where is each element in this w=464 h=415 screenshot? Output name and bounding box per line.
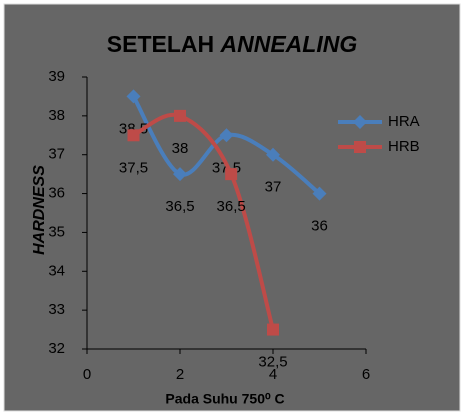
point: [225, 168, 238, 181]
title-part: ANNEALING: [220, 31, 358, 57]
legend-marker: [354, 141, 366, 153]
y-tick-label: 33: [48, 301, 65, 318]
data-label: 38,5: [119, 120, 148, 137]
y-tick-label: 35: [48, 223, 65, 240]
point: [127, 129, 140, 142]
data-label: 36,5: [165, 198, 194, 215]
y-tick-label: 38: [48, 107, 65, 124]
x-tick-label: 0: [83, 366, 91, 383]
x-tick-label: 4: [269, 366, 277, 383]
data-label: 32,5: [258, 354, 287, 371]
chart-area: [3, 3, 461, 412]
point: [267, 323, 279, 336]
point: [312, 186, 327, 201]
legend-label: HRA: [388, 113, 420, 130]
x-tick-label: 6: [362, 366, 370, 383]
x-tick-label: 2: [176, 366, 184, 383]
point: [126, 89, 141, 104]
y-tick-label: 36: [48, 185, 65, 202]
y-tick-label: 39: [48, 68, 65, 85]
point: [174, 109, 186, 122]
data-label: 37,5: [119, 159, 148, 176]
y-axis-label: HARDNESS: [31, 165, 48, 255]
y-tick-label: 32: [48, 340, 65, 357]
title-part: SETELAH: [107, 31, 214, 57]
data-label: 38: [172, 140, 189, 157]
point: [173, 167, 187, 182]
point: [219, 128, 234, 143]
chart-title: SETELAH ANNEALING: [107, 31, 358, 57]
x-axis-label: Pada Suhu 750⁰ C: [165, 391, 284, 407]
series-line: [132, 112, 275, 331]
y-tick-label: 34: [48, 262, 65, 279]
legend-label: HRB: [388, 138, 420, 155]
data-label: 36: [311, 218, 328, 235]
data-label: 36,5: [217, 198, 246, 215]
data-label: 37: [265, 179, 282, 196]
y-tick-label: 37: [48, 146, 65, 163]
legend-marker: [353, 115, 367, 129]
point: [266, 147, 280, 162]
